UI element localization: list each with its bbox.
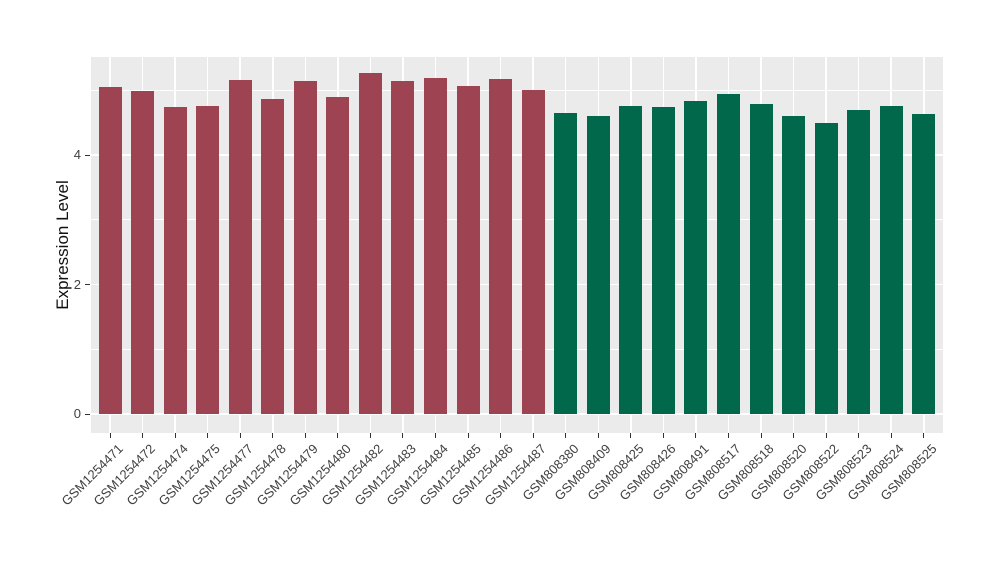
- y-tick-mark: [85, 154, 90, 156]
- bar: [163, 107, 187, 414]
- x-tick-mark: [239, 433, 241, 438]
- y-tick-mark: [85, 413, 90, 415]
- bar: [358, 73, 382, 414]
- bar: [879, 106, 903, 414]
- x-tick-mark: [272, 433, 274, 438]
- bar: [98, 87, 122, 414]
- x-tick-mark: [435, 433, 436, 438]
- x-tick-mark: [500, 433, 502, 438]
- x-tick-mark: [304, 433, 306, 438]
- bar: [261, 98, 285, 414]
- y-tick-label: 0: [73, 406, 81, 421]
- bar: [131, 90, 155, 414]
- bar: [651, 107, 675, 414]
- gridline-minor-y: [91, 89, 943, 91]
- y-tick-label: 4: [73, 147, 81, 162]
- x-tick-mark: [109, 433, 111, 438]
- bar: [619, 106, 643, 414]
- bar: [716, 94, 740, 414]
- x-tick-mark: [630, 433, 632, 438]
- x-tick-mark: [825, 433, 827, 438]
- x-tick-mark: [174, 433, 176, 438]
- y-tick-mark: [85, 284, 90, 285]
- bar: [456, 86, 480, 414]
- x-tick-mark: [727, 433, 729, 438]
- bar: [749, 104, 773, 414]
- x-tick-mark: [467, 433, 469, 438]
- y-tick-label: 2: [73, 276, 81, 292]
- x-tick-mark: [142, 433, 144, 438]
- x-tick-mark: [793, 433, 795, 438]
- x-tick-mark: [597, 433, 599, 438]
- bar: [293, 81, 317, 414]
- bar: [586, 115, 610, 414]
- gridline-major-y: [91, 413, 943, 415]
- bar: [424, 77, 447, 414]
- x-tick-mark: [760, 433, 762, 438]
- x-tick-mark: [695, 433, 697, 438]
- bar: [391, 80, 415, 414]
- gridline-minor-y: [91, 219, 943, 221]
- bar: [228, 79, 252, 414]
- x-tick-mark: [369, 433, 371, 438]
- x-tick-mark: [565, 433, 567, 438]
- bar: [196, 105, 220, 414]
- plot-panel: [91, 57, 943, 433]
- x-tick-mark: [207, 433, 209, 438]
- gridline-major-y: [91, 283, 943, 286]
- bar: [326, 96, 350, 414]
- bar: [814, 123, 838, 414]
- x-tick-mark: [532, 433, 534, 438]
- bar: [782, 116, 806, 414]
- x-tick-mark: [337, 433, 339, 438]
- x-tick-mark: [923, 433, 925, 438]
- gridline-minor-y: [91, 348, 943, 350]
- x-tick-mark: [858, 433, 860, 438]
- bar: [684, 100, 708, 414]
- x-tick-mark: [662, 433, 664, 438]
- bar: [521, 90, 545, 414]
- x-tick-mark: [890, 433, 892, 438]
- x-tick-mark: [402, 433, 404, 438]
- bar: [912, 113, 936, 414]
- bar: [554, 112, 578, 414]
- bar: [489, 79, 513, 414]
- bar: [847, 109, 871, 414]
- gridline-major-y: [91, 154, 943, 156]
